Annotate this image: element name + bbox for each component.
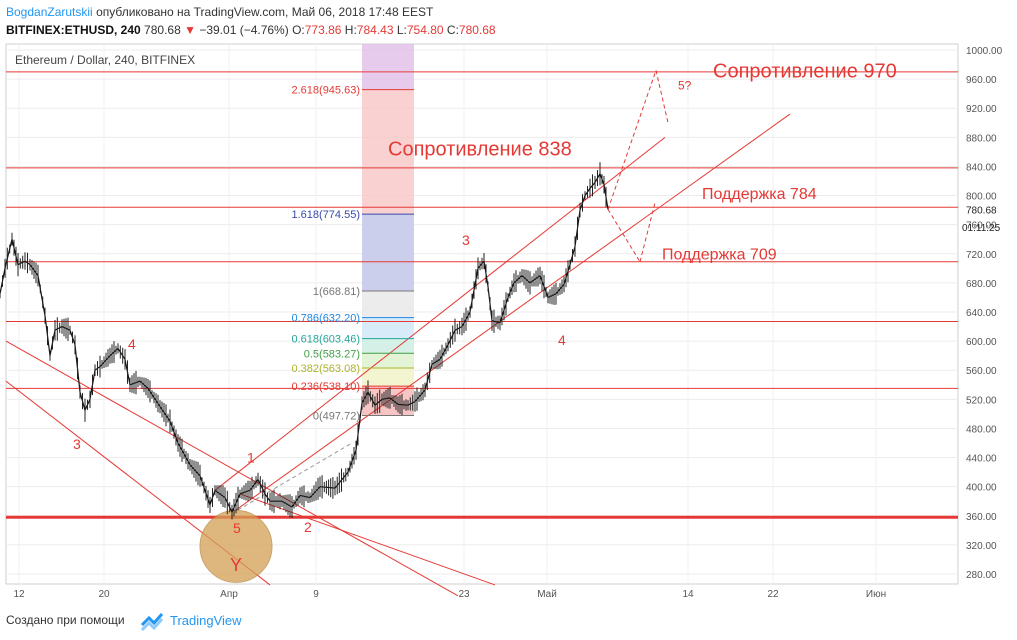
x-axis: 12 20 Апр 9 23 Май 14 22 Июн — [13, 589, 886, 600]
x-tick-label: 22 — [767, 589, 779, 600]
chart-title: Ethereum / Dollar, 240, BITFINEX — [15, 53, 195, 67]
y-tick-label: 320.00 — [966, 541, 997, 552]
tradingview-brand[interactable]: TradingView — [170, 613, 242, 628]
fib-zone — [362, 44, 414, 416]
author-link[interactable]: BogdanZarutskii — [6, 5, 93, 19]
y-tick-label: 440.00 — [966, 454, 997, 465]
projection-line — [639, 202, 656, 262]
fib-zone-upper — [362, 89, 414, 215]
fib-zone-band — [362, 353, 414, 368]
chart-annotation: 4 — [558, 332, 566, 348]
y-tick-label: 600.00 — [966, 337, 997, 348]
y-tick-label: 680.00 — [966, 279, 997, 290]
last-price: 780.68 — [144, 23, 181, 37]
projection-line — [655, 70, 669, 123]
y-axis: 1000.00 960.00 920.00 880.00 840.00 800.00 760… — [962, 46, 1003, 581]
chart-annotation: Сопротивление 970 — [713, 61, 897, 83]
publish-info: BogdanZarutskii опубликовано на TradingV… — [6, 5, 433, 19]
x-tick-label: Июн — [866, 589, 886, 600]
high-label: H: — [344, 23, 357, 37]
chart-header: BogdanZarutskii опубликовано на TradingV… — [0, 0, 1017, 44]
y-tick-label: 800.00 — [966, 192, 997, 203]
x-tick-label: 12 — [13, 589, 25, 600]
last-price-axis-label: 780.68 — [966, 206, 997, 217]
fib-level-label: 0.5(583.27) — [304, 348, 360, 360]
chart-annotation: 5 — [233, 520, 241, 536]
fib-level-label: 0.382(563.08) — [292, 363, 361, 375]
chart-annotation: 5? — [678, 78, 692, 92]
chart-annotation: 4 — [128, 336, 136, 352]
fib-zone-middle — [362, 214, 414, 292]
fib-level-label: 0(497.72) — [313, 411, 360, 423]
published-text: опубликовано на TradingView.com, Май 06,… — [96, 5, 434, 19]
projection-line — [607, 209, 641, 263]
fib-zone-band — [362, 317, 414, 339]
plot-area — [5, 43, 959, 585]
annotations: Сопротивление 970 Сопротивление 838 Поддер… — [73, 61, 897, 575]
high-value: 784.43 — [356, 23, 394, 37]
chart-annotation: 1 — [247, 450, 255, 466]
y-tick-label: 840.00 — [966, 162, 997, 173]
fib-level-label: 1.618(774.55) — [292, 209, 361, 221]
y-tick-label: 920.00 — [966, 104, 997, 115]
footer: Создано при помощи TradingView — [0, 605, 1017, 640]
chart-canvas[interactable]: 2.618(945.63) 1.618(774.55) 1(668.81) 0.786… — [0, 42, 1017, 602]
y-tick-label: 400.00 — [966, 483, 997, 494]
chart-annotation: Поддержка 784 — [702, 186, 817, 203]
x-tick-label: 14 — [682, 589, 694, 600]
y-tick-label: 960.00 — [966, 75, 997, 86]
y-tick-label: 640.00 — [966, 308, 997, 319]
y-tick-label: 560.00 — [966, 366, 997, 377]
symbol-label: BITFINEX:ETHUSD, 240 — [6, 23, 141, 37]
chart-annotation: Y — [230, 555, 242, 575]
open-label: O: — [292, 23, 305, 37]
y-tick-label: 280.00 — [966, 570, 997, 581]
fib-zone-top — [362, 44, 414, 90]
fib-zone-band — [362, 367, 414, 387]
chart-annotation: 3 — [73, 436, 81, 452]
tradingview-logo-icon[interactable] — [140, 609, 166, 633]
y-tick-label: 360.00 — [966, 512, 997, 523]
fib-level-label: 0.236(538.10) — [292, 381, 361, 393]
chart-annotation: Сопротивление 838 — [388, 139, 572, 161]
close-value: 780.68 — [458, 23, 496, 37]
x-tick-label: 20 — [98, 589, 110, 600]
y-tick-label: 520.00 — [966, 395, 997, 406]
countdown-axis-label: 01:11:25 — [962, 223, 1001, 234]
down-arrow-icon: ▼ — [184, 23, 196, 37]
fib-level-label: 0.618(603.46) — [292, 334, 361, 346]
y-tick-label: 720.00 — [966, 250, 997, 261]
created-with-text: Создано при помощи — [6, 613, 125, 627]
price-series — [0, 162, 609, 520]
projection-line — [607, 70, 657, 210]
price-change: −39.01 (−4.76%) — [199, 23, 289, 37]
fib-level-label: 1(668.81) — [313, 286, 360, 298]
y-tick-label: 880.00 — [966, 133, 997, 144]
x-tick-label: 23 — [458, 589, 470, 600]
channel-line — [5, 340, 459, 597]
y-tick-label: 1000.00 — [966, 46, 1003, 57]
low-value: 754.80 — [406, 23, 444, 37]
symbol-info: BITFINEX:ETHUSD, 240 780.68 ▼ −39.01 (−4… — [6, 23, 496, 37]
channel-line — [239, 493, 496, 586]
chart-annotation: Поддержка 709 — [662, 247, 777, 264]
projection-line — [237, 442, 353, 511]
y-tick-label: 480.00 — [966, 424, 997, 435]
open-value: 773.86 — [304, 23, 342, 37]
chart-annotation: 2 — [304, 519, 312, 535]
x-tick-label: 9 — [313, 589, 319, 600]
x-tick-label: Май — [537, 589, 557, 600]
fib-labels: 2.618(945.63) 1.618(774.55) 1(668.81) 0.786… — [292, 85, 414, 423]
fib-level-label: 0.786(632.20) — [292, 313, 361, 325]
y-tick-label: 760.00 — [966, 221, 997, 232]
channel-line — [234, 113, 791, 512]
x-tick-label: Апр — [220, 589, 238, 600]
fib-zone-band — [362, 291, 414, 318]
fib-zone-band — [362, 338, 414, 354]
trend-channels — [5, 70, 791, 597]
close-label: C: — [446, 23, 459, 37]
low-label: L: — [396, 23, 407, 37]
chart-annotation: 3 — [462, 232, 470, 248]
fib-level-label: 2.618(945.63) — [292, 85, 361, 97]
